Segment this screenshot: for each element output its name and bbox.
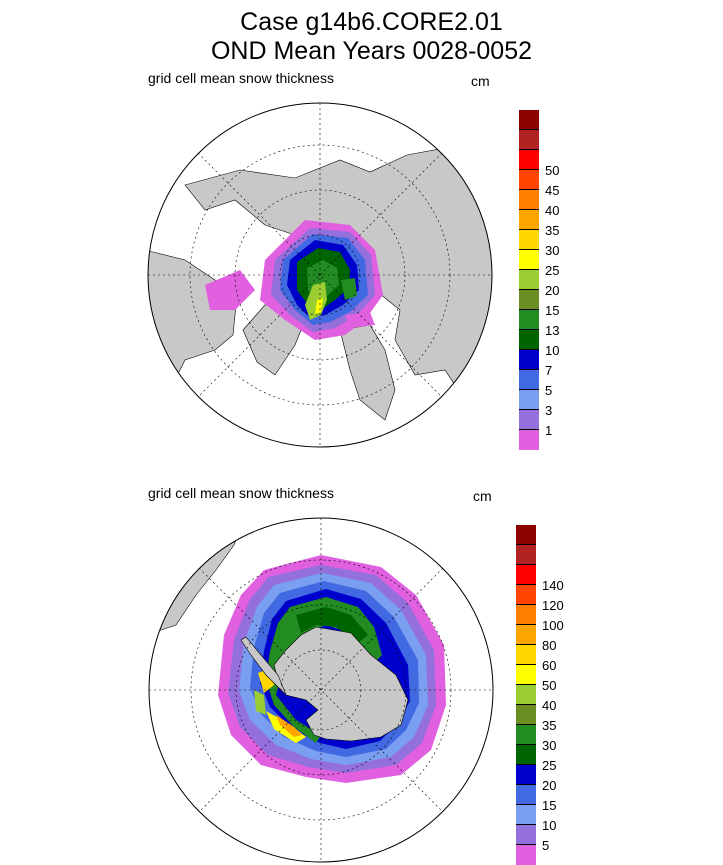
colorbar-tick-label: 60 xyxy=(542,658,557,673)
colorbar-tick-label: 140 xyxy=(542,578,564,593)
colorbar-swatch xyxy=(519,250,539,270)
colorbar-swatch xyxy=(516,625,536,645)
colorbar-tick-label: 40 xyxy=(545,203,560,218)
south-land-antarctica xyxy=(273,626,409,742)
colorbar-swatch xyxy=(516,825,536,845)
south-land-peninsula xyxy=(240,636,287,696)
colorbar-tick-label: 50 xyxy=(545,163,560,178)
colorbar-tick-label: 25 xyxy=(542,758,557,773)
colorbar-swatch xyxy=(519,130,539,150)
colorbar-tick-label: 5 xyxy=(545,383,553,398)
colorbar-swatch xyxy=(519,370,539,390)
colorbar-swatch xyxy=(519,290,539,310)
figure-title-period: OND Mean Years 0028-0052 xyxy=(210,37,533,65)
colorbar-tick-label: 5 xyxy=(542,838,550,853)
colorbar-tick-label: 30 xyxy=(542,738,557,753)
colorbar-swatch xyxy=(519,170,539,190)
figure-title-case: Case g14b6.CORE2.01 xyxy=(240,8,503,36)
colorbar-swatch xyxy=(516,685,536,705)
colorbar-swatch xyxy=(516,765,536,785)
north-panel-label: grid cell mean snow thickness xyxy=(148,70,334,86)
colorbar-tick-label: 40 xyxy=(542,698,557,713)
colorbar-tick-label: 100 xyxy=(542,618,564,633)
colorbar-tick-label: 120 xyxy=(542,598,564,613)
south-panel-label: grid cell mean snow thickness xyxy=(148,485,334,501)
colorbar-swatch xyxy=(516,665,536,685)
colorbar-tick-label: 15 xyxy=(545,303,560,318)
colorbar-swatch xyxy=(516,525,536,545)
north-land-eurasia xyxy=(184,147,492,401)
colorbar-swatch xyxy=(519,330,539,350)
colorbar-swatch xyxy=(516,725,536,745)
colorbar-swatch xyxy=(516,805,536,825)
colorbar-tick-label: 30 xyxy=(545,243,560,258)
colorbar-tick-label: 45 xyxy=(545,183,560,198)
colorbar-tick-label: 20 xyxy=(545,283,560,298)
colorbar-swatch xyxy=(519,150,539,170)
colorbar-swatch xyxy=(516,645,536,665)
colorbar-tick-label: 7 xyxy=(545,363,553,378)
colorbar-tick-label: 20 xyxy=(542,778,557,793)
north-units-label: cm xyxy=(471,73,490,89)
colorbar-swatch xyxy=(516,845,536,865)
colorbar-tick-label: 1 xyxy=(545,423,553,438)
colorbar-tick-label: 35 xyxy=(545,223,560,238)
colorbar-swatch xyxy=(516,545,536,565)
colorbar-tick-label: 50 xyxy=(542,678,557,693)
colorbar-tick-label: 35 xyxy=(542,718,557,733)
colorbar-tick-label: 25 xyxy=(545,263,560,278)
colorbar-swatch xyxy=(516,605,536,625)
colorbar-swatch xyxy=(519,430,539,450)
colorbar-swatch xyxy=(516,705,536,725)
colorbar-swatch xyxy=(516,745,536,765)
colorbar-tick-label: 80 xyxy=(542,638,557,653)
colorbar-tick-label: 15 xyxy=(542,798,557,813)
colorbar-swatch xyxy=(519,350,539,370)
colorbar-swatch xyxy=(519,390,539,410)
colorbar-swatch xyxy=(519,270,539,290)
colorbar-swatch xyxy=(519,110,539,130)
south-polar-map xyxy=(148,517,494,863)
colorbar-tick-label: 13 xyxy=(545,323,560,338)
colorbar-swatch xyxy=(519,190,539,210)
colorbar-swatch xyxy=(519,310,539,330)
south-units-label: cm xyxy=(473,488,492,504)
colorbar-tick-label: 10 xyxy=(542,818,557,833)
colorbar-swatch xyxy=(516,565,536,585)
north-polar-map xyxy=(147,102,493,448)
colorbar-swatch xyxy=(519,410,539,430)
colorbar-tick-label: 3 xyxy=(545,403,553,418)
colorbar-swatch xyxy=(516,785,536,805)
colorbar-swatch xyxy=(519,210,539,230)
colorbar-swatch xyxy=(519,230,539,250)
colorbar-swatch xyxy=(516,585,536,605)
colorbar-tick-label: 10 xyxy=(545,343,560,358)
north-land-europe xyxy=(339,324,396,421)
